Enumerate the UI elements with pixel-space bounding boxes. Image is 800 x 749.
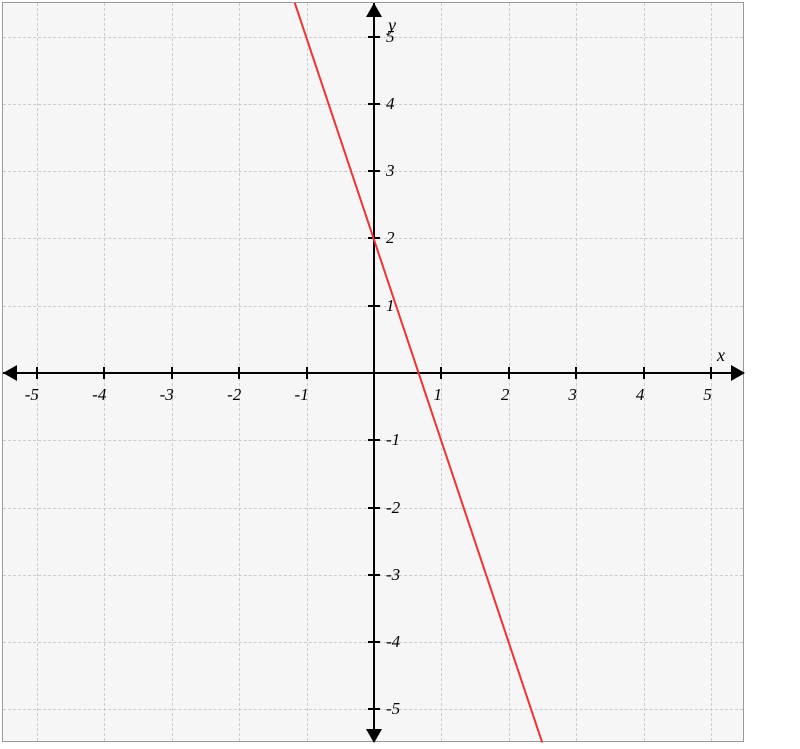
y-tick <box>368 36 380 38</box>
y-tick <box>368 170 380 172</box>
x-tick-label: 5 <box>703 385 712 405</box>
y-tick <box>368 641 380 643</box>
coordinate-plane: -5-4-3-2-112345-5-4-3-2-112345xy <box>2 2 744 742</box>
x-tick-label: 4 <box>636 385 645 405</box>
x-tick <box>306 367 308 379</box>
x-tick-label: 2 <box>501 385 510 405</box>
y-tick-label: -2 <box>386 498 400 518</box>
y-tick <box>368 305 380 307</box>
y-tick-label: -5 <box>386 699 400 719</box>
y-tick-label: 3 <box>386 161 395 181</box>
y-tick-label: 4 <box>386 94 395 114</box>
x-tick-label: -5 <box>25 385 39 405</box>
y-axis <box>373 3 375 741</box>
axis-arrow-up <box>366 3 382 17</box>
x-tick <box>710 367 712 379</box>
x-tick <box>103 367 105 379</box>
x-tick <box>440 367 442 379</box>
x-axis-label: x <box>717 345 725 366</box>
x-tick-label: -2 <box>227 385 241 405</box>
y-tick-label: -3 <box>386 565 400 585</box>
x-tick <box>171 367 173 379</box>
x-tick <box>643 367 645 379</box>
x-tick <box>575 367 577 379</box>
y-axis-label: y <box>388 15 396 36</box>
y-tick <box>368 439 380 441</box>
y-tick <box>368 708 380 710</box>
axis-arrow-down <box>366 729 382 743</box>
x-tick <box>508 367 510 379</box>
axis-arrow-right <box>731 365 745 381</box>
y-tick-label: 2 <box>386 228 395 248</box>
axis-arrow-left <box>3 365 17 381</box>
x-tick-label: 1 <box>433 385 442 405</box>
x-tick-label: -3 <box>160 385 174 405</box>
y-tick <box>368 103 380 105</box>
x-tick-label: -4 <box>92 385 106 405</box>
x-tick <box>238 367 240 379</box>
x-tick-label: 3 <box>568 385 577 405</box>
y-tick <box>368 574 380 576</box>
y-tick-label: -1 <box>386 430 400 450</box>
x-tick-label: -1 <box>295 385 309 405</box>
y-tick <box>368 507 380 509</box>
x-tick <box>36 367 38 379</box>
y-tick-label: -4 <box>386 632 400 652</box>
